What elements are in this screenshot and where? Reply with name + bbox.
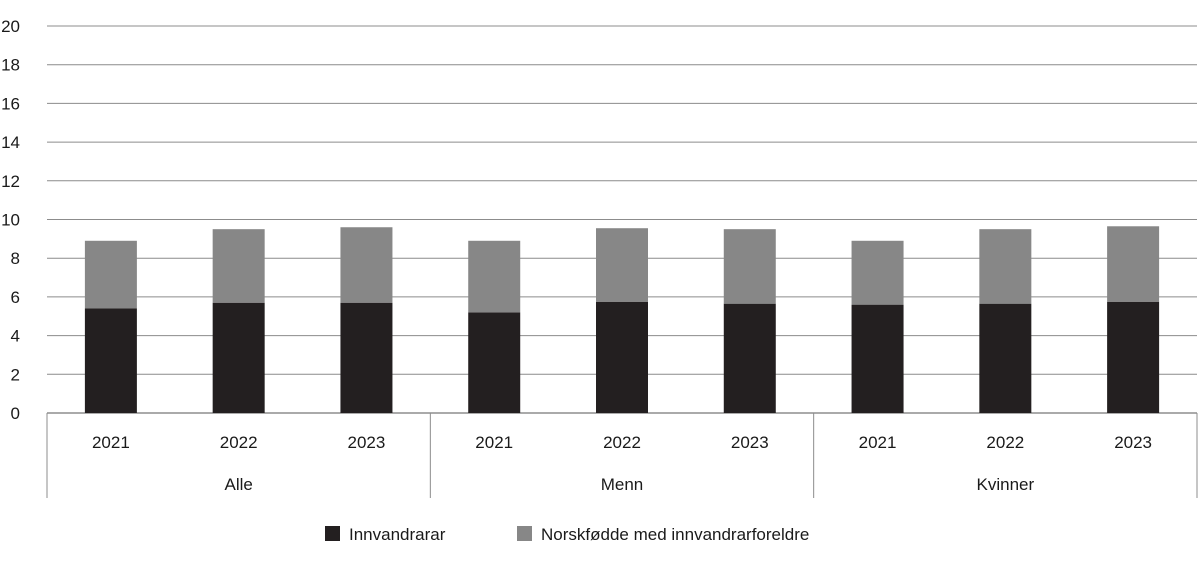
y-tick-label: 0 [11, 404, 20, 423]
bar-segment-norskfodde [1107, 226, 1160, 302]
y-axis-ticks: 0 2 4 6 8 10 12 14 16 18 20 [1, 17, 20, 423]
bar-segment-innvandrarar [468, 312, 521, 413]
legend-label: Norskfødde med innvandrarforeldre [541, 525, 809, 544]
x-tick-label: 2022 [603, 433, 641, 452]
bar-segment-innvandrarar [212, 302, 265, 413]
y-tick-label: 16 [1, 94, 20, 113]
legend-swatch [517, 526, 532, 541]
group-label: Kvinner [977, 475, 1035, 494]
x-axis: 2021 2022 2023 Alle 2021 2022 2023 Menn 2021 2022… [46, 413, 1198, 498]
x-tick-label: 2021 [475, 433, 513, 452]
legend: Innvandrarar Norskfødde med innvandrarfor… [325, 525, 809, 544]
x-tick-label: 2021 [92, 433, 130, 452]
bar-segment-innvandrarar [979, 303, 1032, 413]
bar-segment-innvandrarar [84, 308, 137, 413]
group-label: Menn [601, 475, 644, 494]
legend-swatch [325, 526, 340, 541]
y-tick-label: 8 [11, 249, 20, 268]
group-label: Alle [224, 475, 252, 494]
bar-segment-innvandrarar [1107, 301, 1160, 413]
x-tick-label: 2023 [348, 433, 386, 452]
x-tick-label: 2022 [220, 433, 258, 452]
y-tick-label: 4 [11, 327, 20, 346]
bar-segment-norskfodde [84, 240, 137, 309]
y-tick-label: 14 [1, 133, 20, 152]
y-tick-label: 10 [1, 211, 20, 230]
bar-segment-norskfodde [979, 229, 1032, 304]
bar-segment-innvandrarar [851, 304, 904, 413]
bar-segment-innvandrarar [723, 303, 776, 413]
bar-segment-norskfodde [340, 227, 393, 303]
y-tick-label: 18 [1, 56, 20, 75]
y-tick-label: 12 [1, 172, 20, 191]
bar-segment-norskfodde [851, 240, 904, 305]
bars [84, 226, 1160, 413]
x-tick-label: 2021 [859, 433, 897, 452]
y-tick-label: 20 [1, 17, 20, 36]
bar-segment-norskfodde [468, 240, 521, 313]
y-tick-label: 2 [11, 365, 20, 384]
bar-segment-innvandrarar [340, 302, 393, 413]
x-tick-label: 2022 [986, 433, 1024, 452]
y-tick-label: 6 [11, 288, 20, 307]
legend-label: Innvandrarar [349, 525, 446, 544]
bar-segment-norskfodde [212, 229, 265, 303]
bar-segment-innvandrarar [596, 301, 648, 413]
bar-segment-norskfodde [723, 229, 776, 304]
x-tick-label: 2023 [731, 433, 769, 452]
x-tick-label: 2023 [1114, 433, 1152, 452]
bar-segment-norskfodde [596, 228, 648, 302]
